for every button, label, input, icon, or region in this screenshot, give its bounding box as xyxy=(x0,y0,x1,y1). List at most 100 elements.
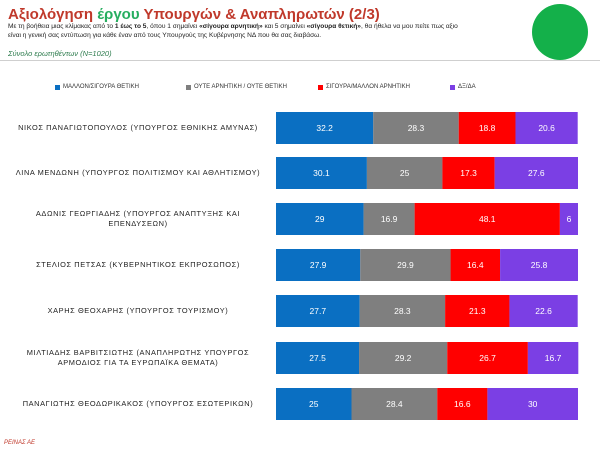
data-label: 30 xyxy=(528,399,538,409)
bar-segment xyxy=(437,388,488,420)
bar-segment xyxy=(276,112,374,144)
data-label: 29.2 xyxy=(395,353,412,363)
data-label: 18.8 xyxy=(479,123,496,133)
bar-segment xyxy=(458,112,516,144)
data-label: 6 xyxy=(567,214,572,224)
bar-segment xyxy=(366,157,443,189)
data-label: 25.8 xyxy=(531,260,548,270)
sample-base: Σύνολο ερωτηθέντων (Ν=1020) xyxy=(8,49,112,58)
bar-segment xyxy=(487,388,578,420)
bar-segment xyxy=(359,342,448,374)
title-highlight: έργου xyxy=(97,6,140,23)
bar-segment xyxy=(363,203,415,235)
data-label: 27.9 xyxy=(310,260,327,270)
logo-circle xyxy=(532,4,588,60)
bar-segment xyxy=(500,249,578,281)
bar-segment xyxy=(373,112,459,144)
category-label: ΧΑΡΗΣ ΘΕΟΧΑΡΗΣ (ΥΠΟΥΡΓΟΣ ΤΟΥΡΙΣΜΟΥ) xyxy=(6,306,270,316)
bar-segment xyxy=(442,157,495,189)
intro-line-1: Με τη βοήθεια μιας κλίμακας από το 1 έως… xyxy=(8,23,528,32)
bar-segment xyxy=(447,342,528,374)
data-label: 16.9 xyxy=(381,214,398,224)
legend-item-dk: ΔΞ/ΔΑ xyxy=(450,84,476,90)
bar-segment xyxy=(450,249,501,281)
data-label: 28.4 xyxy=(386,399,403,409)
bar-segment xyxy=(276,342,360,374)
data-label: 22.6 xyxy=(535,306,552,316)
intro-seg: και 5 σημαίνει xyxy=(262,23,307,30)
data-label: 29 xyxy=(315,214,325,224)
bar-segment xyxy=(509,295,578,327)
title-part2: Υπουργών & Αναπληρωτών (2/3) xyxy=(139,6,380,23)
data-label: 27.6 xyxy=(528,168,545,178)
bar-segment xyxy=(414,203,560,235)
category-label: ΠΑΝΑΓΙΩΤΗΣ ΘΕΟΔΩΡΙΚΑΚΟΣ (ΥΠΟΥΡΓΟΣ ΕΣΩΤΕΡ… xyxy=(6,399,270,409)
legend-swatch xyxy=(450,84,455,90)
title-part1: Αξιολόγηση xyxy=(8,6,98,23)
data-label: 21.3 xyxy=(469,306,486,316)
bar-segment xyxy=(351,388,438,420)
divider xyxy=(0,60,600,61)
intro-line-2: είναι η γενική σας εντύπωση για κάθε ένα… xyxy=(8,31,322,39)
data-label: 27.5 xyxy=(309,353,326,363)
bar-segment xyxy=(515,112,578,144)
intro-seg: «σίγουρα θετική» xyxy=(306,23,361,30)
bar-segment xyxy=(276,295,360,327)
footer-brand: ΡΕΙΝΑΣ ΑΕ xyxy=(4,440,36,446)
bar-segment xyxy=(360,249,451,281)
data-label: 29.9 xyxy=(397,260,414,270)
data-label: 26.7 xyxy=(479,353,496,363)
bar-segment xyxy=(494,157,578,189)
category-label: ΜΙΛΤΙΑΔΗΣ ΒΑΡΒΙΤΣΙΩΤΗΣ (ΑΝΑΠΛΗΡΩΤΗΣ ΥΠΟΥ… xyxy=(6,348,270,368)
data-label: 16.6 xyxy=(454,399,471,409)
category-label: ΑΔΩΝΙΣ ΓΕΩΡΓΙΑΔΗΣ (ΥΠΟΥΡΓΟΣ ΑΝΑΠΤΥΞΗΣ ΚΑ… xyxy=(6,209,270,229)
intro-seg: 1 έως το 5 xyxy=(114,23,147,30)
bar-segment xyxy=(276,203,364,235)
data-label: 28.3 xyxy=(408,123,425,133)
data-label: 25 xyxy=(400,168,410,178)
legend-label: ΔΞ/ΔΑ xyxy=(458,84,476,90)
data-label: 20.6 xyxy=(538,123,555,133)
category-label: ΣΤΕΛΙΟΣ ΠΕΤΣΑΣ (ΚΥΒΕΡΝΗΤΙΚΟΣ ΕΚΠΡΟΣΩΠΟΣ) xyxy=(6,260,270,270)
intro-text: Με τη βοήθεια μιας κλίμακας από το 1 έως… xyxy=(8,23,528,40)
legend-label: ΟΥΤΕ ΑΡΝΗΤΙΚΗ / ΟΥΤΕ ΘΕΤΙΚΗ xyxy=(194,84,287,90)
data-label: 16.7 xyxy=(545,353,562,363)
data-label: 28.3 xyxy=(394,306,411,316)
category-label-line: ΛΙΝΑ ΜΕΝΔΩΝΗ (ΥΠΟΥΡΓΟΣ ΠΟΛΙΤΙΣΜΟΥ ΚΑΙ ΑΘ… xyxy=(15,168,261,177)
category-label-line: ΑΔΩΝΙΣ ΓΕΩΡΓΙΑΔΗΣ (ΥΠΟΥΡΓΟΣ ΑΝΑΠΤΥΞΗΣ ΚΑ… xyxy=(35,209,241,218)
intro-seg: Με τη βοήθεια μιας κλίμακας από το xyxy=(8,23,115,30)
legend-swatch xyxy=(55,84,60,90)
legend-label: ΜΑΛΛΟΝ/ΣΙΓΟΥΡΑ ΘΕΤΙΚΗ xyxy=(63,84,139,90)
intro-seg: , θα ήθελα να μου πείτε πως αξιο xyxy=(360,23,458,30)
data-label: 27.7 xyxy=(310,306,327,316)
category-label: ΛΙΝΑ ΜΕΝΔΩΝΗ (ΥΠΟΥΡΓΟΣ ΠΟΛΙΤΙΣΜΟΥ ΚΑΙ ΑΘ… xyxy=(6,168,270,178)
bar-segment xyxy=(359,295,446,327)
category-label-line: ΣΤΕΛΙΟΣ ΠΕΤΣΑΣ (ΚΥΒΕΡΝΗΤΙΚΟΣ ΕΚΠΡΟΣΩΠΟΣ) xyxy=(36,260,240,269)
data-label: 17.3 xyxy=(460,168,477,178)
category-label-line: ΧΑΡΗΣ ΘΕΟΧΑΡΗΣ (ΥΠΟΥΡΓΟΣ ΤΟΥΡΙΣΜΟΥ) xyxy=(47,306,229,315)
data-label: 32.2 xyxy=(316,123,333,133)
legend-swatch xyxy=(318,84,323,90)
bar-segment xyxy=(559,203,578,235)
page-title: Αξιολόγηση έργου Υπουργών & Αναπληρωτών … xyxy=(8,6,380,23)
legend-label: ΣΙΓΟΥΡΑ/ΜΑΛΛΟΝ ΑΡΝΗΤΙΚΗ xyxy=(326,84,410,90)
bar-segment xyxy=(276,388,352,420)
intro-seg: «σίγουρα αρνητική» xyxy=(199,23,263,30)
data-label: 16.4 xyxy=(467,260,484,270)
category-label-line: ΕΠΕΝΔΥΣΕΩΝ) xyxy=(108,219,168,228)
category-label: ΝΙΚΟΣ ΠΑΝΑΓΙΩΤΟΠΟΥΛΟΣ (ΥΠΟΥΡΓΟΣ ΕΘΝΙΚΗΣ … xyxy=(6,123,270,133)
legend-swatch xyxy=(186,84,191,90)
legend-item-neutral: ΟΥΤΕ ΑΡΝΗΤΙΚΗ / ΟΥΤΕ ΘΕΤΙΚΗ xyxy=(186,84,287,90)
bar-segment xyxy=(527,342,579,374)
data-label: 48.1 xyxy=(479,214,496,224)
category-label-line: ΑΡΜΟΔΙΟΣ ΓΙΑ ΤΑ ΕΥΡΩΠΑΪΚΑ ΘΕΜΑΤΑ) xyxy=(57,358,219,367)
legend-item-positive: ΜΑΛΛΟΝ/ΣΙΓΟΥΡΑ ΘΕΤΙΚΗ xyxy=(55,84,139,90)
intro-seg: , όπου 1 σημαίνει xyxy=(146,23,200,30)
category-label-line: ΠΑΝΑΓΙΩΤΗΣ ΘΕΟΔΩΡΙΚΑΚΟΣ (ΥΠΟΥΡΓΟΣ ΕΣΩΤΕΡ… xyxy=(22,399,254,408)
category-label-line: ΜΙΛΤΙΑΔΗΣ ΒΑΡΒΙΤΣΙΩΤΗΣ (ΑΝΑΠΛΗΡΩΤΗΣ ΥΠΟΥ… xyxy=(26,348,250,357)
bar-segment xyxy=(276,249,361,281)
bar-segment xyxy=(445,295,510,327)
legend-item-negative: ΣΙΓΟΥΡΑ/ΜΑΛΛΟΝ ΑΡΝΗΤΙΚΗ xyxy=(318,84,410,90)
bar-segment xyxy=(276,157,367,189)
